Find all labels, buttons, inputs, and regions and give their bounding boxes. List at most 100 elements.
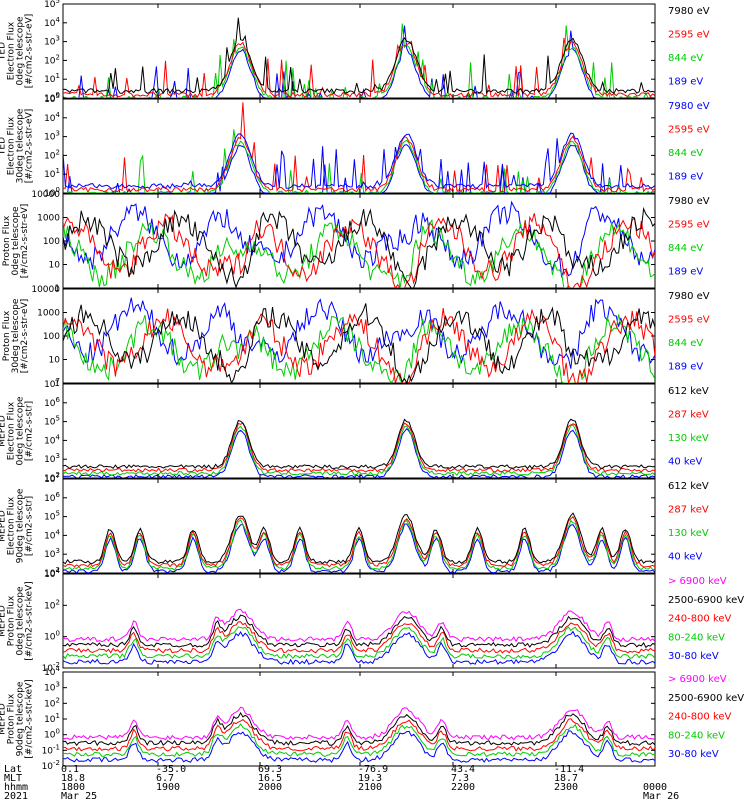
y-tick-label: 1 <box>54 284 60 294</box>
y-tick-label: 107 <box>44 472 60 485</box>
y-tick-label: 10 <box>49 261 61 271</box>
legend-entry: 2595 eV <box>668 315 710 326</box>
series-line-3 <box>63 424 655 476</box>
y-tick-label: 103 <box>44 35 60 48</box>
y-axis-label: TEDElectron Flux0deg telescope[#/cm2-s-s… <box>0 14 35 89</box>
series-line-1 <box>63 706 655 741</box>
legend-entry: 7980 eV <box>668 6 710 17</box>
legend-entry: 844 eV <box>668 53 703 64</box>
x-tick-mlt: 18.8 <box>61 773 86 784</box>
legend-entry: 130 keV <box>668 433 709 444</box>
x-tick-lat: -11.4 <box>554 764 585 775</box>
y-tick-label: 103 <box>44 681 60 694</box>
y-tick-label: 102 <box>44 598 60 611</box>
y-tick-label: 105 <box>44 415 60 428</box>
series-line-5 <box>63 730 655 763</box>
legend-entry: 30-80 keV <box>668 749 719 760</box>
series-line-1 <box>63 512 655 565</box>
y-tick-label: 103 <box>44 130 60 143</box>
legend-entry: 240-800 keV <box>668 712 732 723</box>
x-row-label: Lat <box>4 764 23 775</box>
series-line-1 <box>63 418 655 470</box>
plot-frame <box>62 478 656 574</box>
y-tick-label: 105 <box>44 92 60 105</box>
x-tick-hhmm: 1800 <box>61 782 86 793</box>
panel-1: 100 101 102 103 104 105 TEDElectron Flux0deg t… <box>0 0 710 104</box>
y-tick-label: 105 <box>44 0 60 10</box>
y-tick-label: 102 <box>44 53 60 66</box>
y-tick-label: 104 <box>44 16 60 29</box>
legend-entry: 30-80 keV <box>668 651 719 662</box>
x-tick-date: Mar 25 <box>61 791 98 802</box>
series-line-1 <box>63 17 655 95</box>
x-tick-mlt: 19.3 <box>358 773 383 784</box>
legend-entry: 40 keV <box>668 552 702 563</box>
series-line-5 <box>63 630 655 666</box>
y-tick-label: 100 <box>43 332 60 342</box>
plot-frame <box>62 573 656 669</box>
legend-entry: 844 eV <box>668 338 703 349</box>
legend-entry: 240-800 keV <box>668 614 732 625</box>
x-row-label: 2021 <box>4 791 29 802</box>
y-tick-label: 104 <box>44 567 60 580</box>
y-axis-label: MEPEDProton Flux0deg telescope[#/cm2-s-s… <box>0 581 35 660</box>
x-tick-lat: -35.0 <box>156 764 187 775</box>
y-axis-label: MEPEDElectron Flux0deg telescope[#/cm2-s… <box>0 396 35 466</box>
series-line-4 <box>63 144 655 193</box>
legend-entry: 2595 eV <box>668 30 710 41</box>
series-line-4 <box>63 723 655 758</box>
legend-entry: 189 eV <box>668 172 703 183</box>
y-tick-label: 10-2 <box>42 759 60 772</box>
legend-entry: 844 eV <box>668 243 703 254</box>
y-tick-label: 1000 <box>37 214 60 224</box>
y-tick-label: 107 <box>44 377 60 390</box>
y-tick-label: 106 <box>44 491 60 504</box>
x-tick-lat: 43.4 <box>451 764 476 775</box>
x-tick-hhmm: 0000 <box>643 782 668 793</box>
series-line-2 <box>63 422 655 473</box>
series-line-2 <box>63 213 655 288</box>
legend-entry: 130 keV <box>668 528 709 539</box>
x-tick-mlt: 6.7 <box>156 773 175 784</box>
y-tick-label: 101 <box>44 167 60 180</box>
y-tick-label: 104 <box>44 665 60 678</box>
plot-frame <box>62 671 656 767</box>
series-line-1 <box>63 206 655 288</box>
y-tick-label: 104 <box>44 433 60 446</box>
series-line-2 <box>63 711 655 747</box>
y-tick-label: 102 <box>44 696 60 709</box>
series-line-2 <box>63 308 655 383</box>
legend-entry: 287 keV <box>668 410 709 421</box>
series-line-1 <box>63 132 655 190</box>
series-line-4 <box>63 25 655 98</box>
y-tick-label: 102 <box>44 566 60 579</box>
x-tick-lat: 0.1 <box>61 764 80 775</box>
legend-entry: 40 keV <box>668 457 702 468</box>
y-tick-label: 104 <box>44 111 60 124</box>
y-tick-label: 10000 <box>31 190 60 200</box>
legend-entry: 612 keV <box>668 386 709 397</box>
legend-entry: 189 eV <box>668 362 703 373</box>
legend-entry: 844 eV <box>668 148 703 159</box>
y-tick-label: 100 <box>44 728 60 741</box>
y-tick-label: 100 <box>44 630 60 643</box>
legend-entry: 287 keV <box>668 505 709 516</box>
x-tick-hhmm: 2200 <box>451 782 476 793</box>
panel-6: 102 103 104 105 106 107 MEPEDElectron Flux90de… <box>0 472 709 579</box>
legend-entry: 7980 eV <box>668 101 710 112</box>
series-line-3 <box>63 519 655 571</box>
y-tick-label: 104 <box>44 528 60 541</box>
series-line-2 <box>63 516 655 568</box>
y-axis-label: Proton Flux30deg telescope[#/cm2-s-str-e… <box>2 298 30 373</box>
legend-entry: > 6900 keV <box>668 576 727 587</box>
legend-entry: 189 eV <box>668 267 703 278</box>
x-tick-lat: -76.9 <box>358 764 389 775</box>
x-tick-lat: 69.3 <box>258 764 283 775</box>
x-row-label: MLT <box>4 773 23 784</box>
y-tick-label: 10000 <box>31 285 60 295</box>
panel-2: 100 101 102 103 104 105 TEDElectron Flux30deg … <box>0 92 710 199</box>
y-tick-label: 101 <box>44 72 60 85</box>
y-tick-label: 1 <box>54 379 60 389</box>
series-line-3 <box>63 718 655 752</box>
